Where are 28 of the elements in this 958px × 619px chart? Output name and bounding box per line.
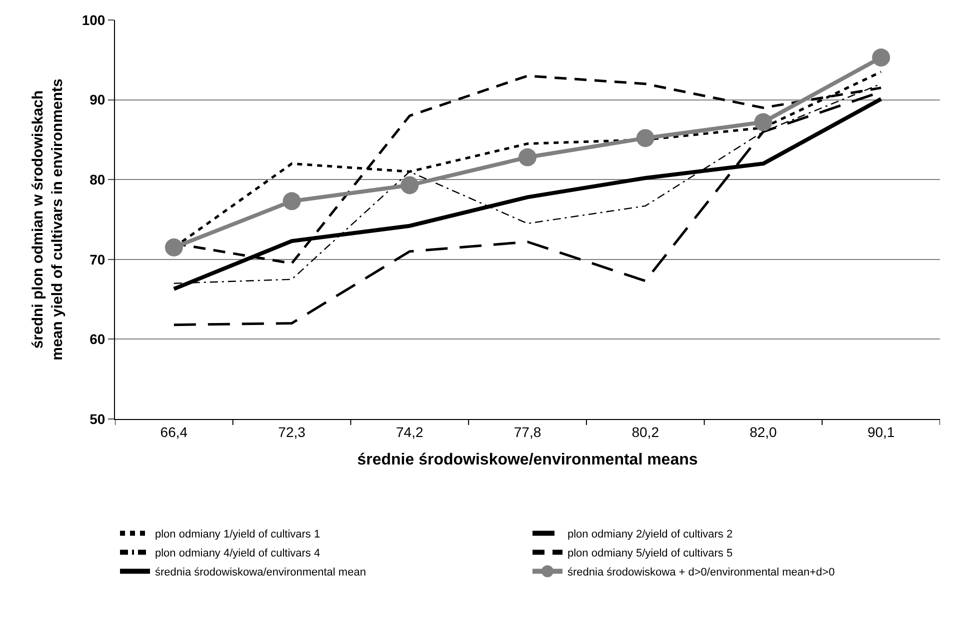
- x-tick-label: 72,3: [278, 424, 306, 440]
- legend-label: plon odmiany 5/yield of cultivars 5: [568, 548, 733, 560]
- x-tick-label: 74,2: [396, 424, 424, 440]
- legend-label: średnia środowiskowa/environmental mean: [155, 566, 366, 579]
- y-tick-label: 80: [90, 172, 106, 188]
- x-tick-label: 66,4: [160, 424, 188, 440]
- point: [872, 48, 890, 66]
- y-tick-label: 50: [90, 410, 106, 427]
- legend-label: plon odmiany 4/yield of cultivars 4: [155, 548, 320, 560]
- point: [518, 148, 536, 166]
- point: [754, 113, 772, 132]
- y-tick-label: 70: [90, 251, 106, 268]
- x-axis-title: średnie środowiskowe/environmental means: [357, 452, 698, 468]
- point: [400, 176, 419, 194]
- x-tick-label: 82,0: [750, 424, 778, 440]
- point: [282, 192, 301, 210]
- legend-label: plon odmiany 2/yield of cultivars 2: [568, 528, 733, 541]
- x-tick-label: 80,2: [632, 424, 660, 440]
- legend-label: plon odmiany 1/yield of cultivars 1: [155, 528, 320, 541]
- y-tick-label: 60: [90, 331, 106, 348]
- x-tick-label: 77,8: [514, 424, 542, 440]
- x-tick-label: 90,1: [867, 424, 895, 440]
- legend-label: średnia środowiskowa + d>0/environmental mean+d>0: [568, 566, 835, 579]
- y-tick-label: 100: [82, 12, 106, 28]
- y-axis-title: średni plon odmian w środowiskach mean yield of cultivars in environments: [30, 78, 66, 360]
- point: [636, 129, 654, 148]
- y-tick-label: 90: [90, 92, 106, 108]
- point: [164, 238, 183, 256]
